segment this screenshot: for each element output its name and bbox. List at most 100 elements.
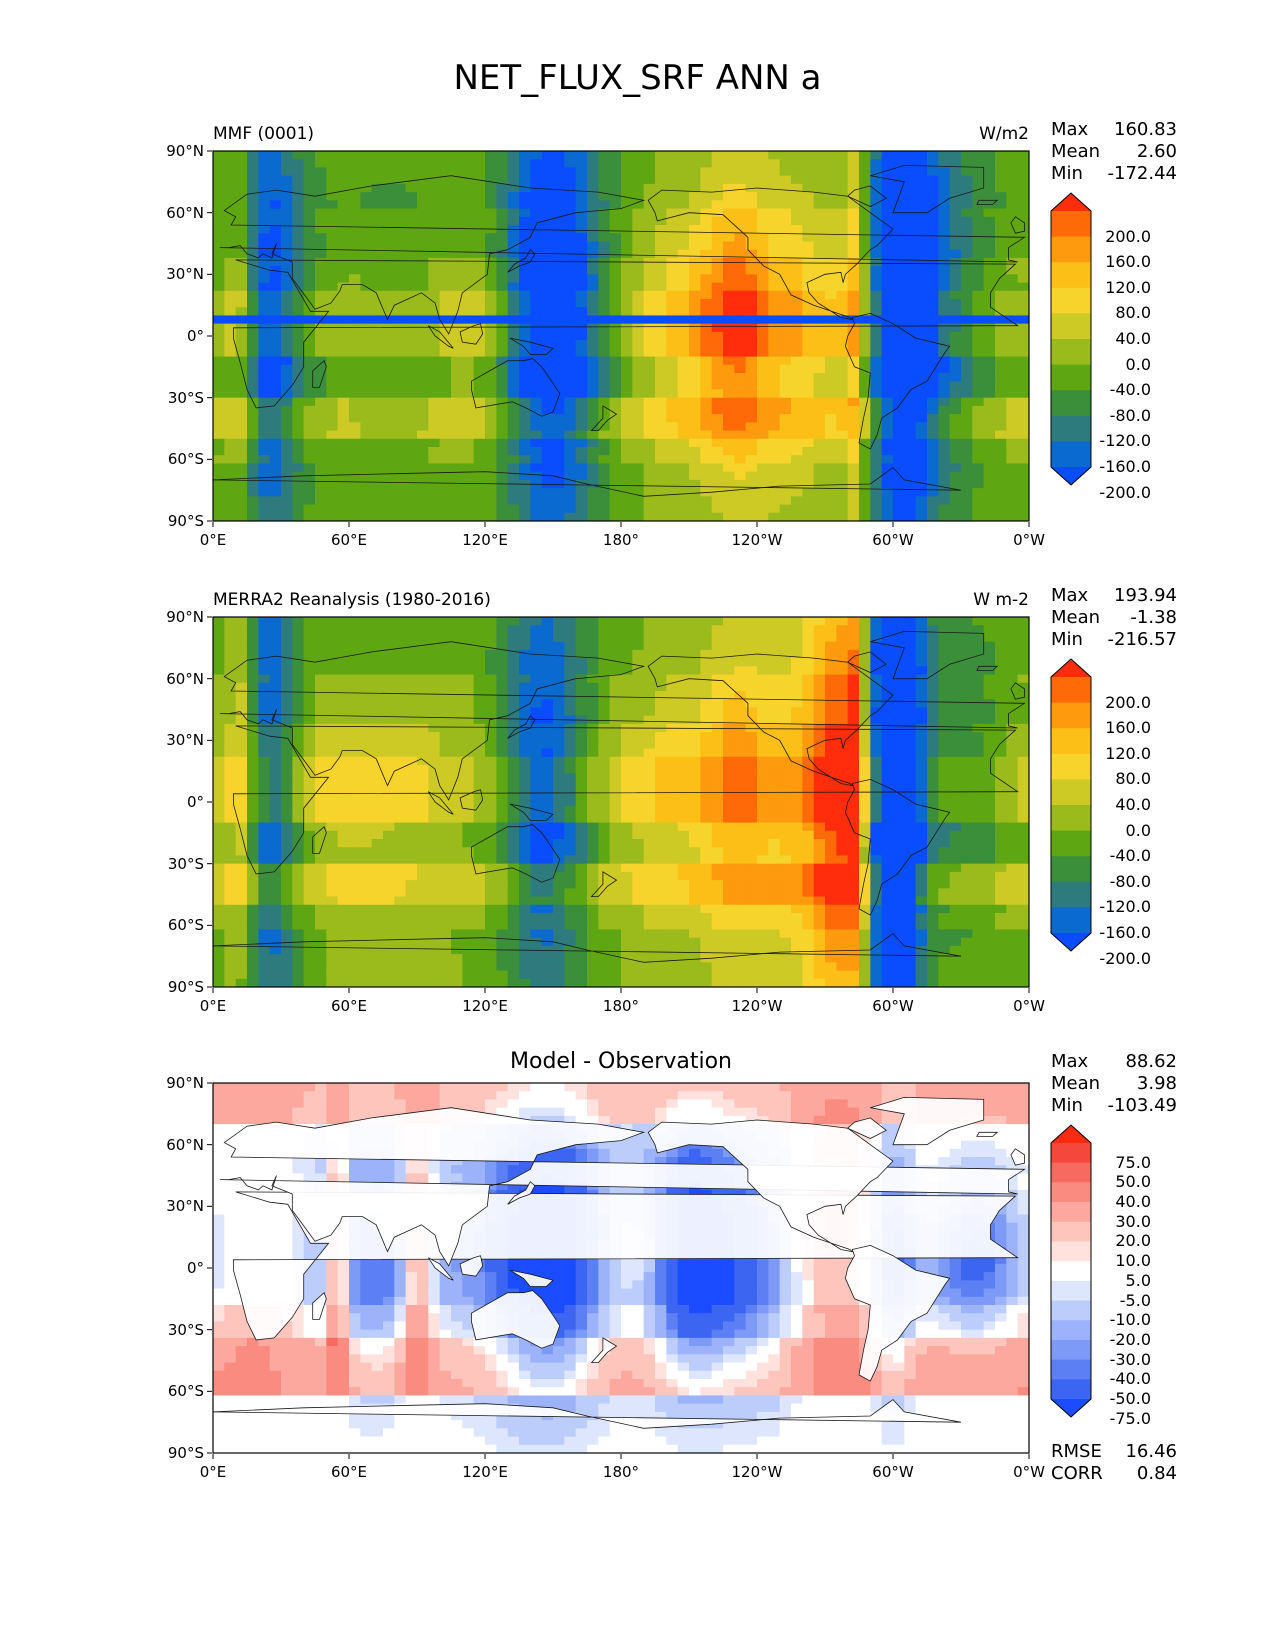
panel-center-title: Model - Observation: [510, 1049, 732, 1074]
stat-value: -103.49: [1107, 1095, 1177, 1116]
stat-label: RMSE: [1051, 1441, 1102, 1462]
colorbar-tick-label: -120.0: [1099, 431, 1151, 451]
lat-tick-label: 90°S: [167, 512, 204, 530]
lon-tick-label: 120°W: [731, 1463, 783, 1481]
lat-tick-label: 0°: [186, 1259, 204, 1277]
coast-australia: [470, 824, 561, 883]
coast-iceland: [976, 665, 999, 671]
stat-value: 16.46: [1125, 1441, 1177, 1462]
lat-tick-label: 90°N: [166, 608, 204, 626]
stat-label: Max: [1051, 1051, 1089, 1072]
colorbar-segment: [1051, 805, 1091, 832]
colorbar-tick-label: -200.0: [1099, 948, 1151, 968]
lat-tick-label: 90°S: [167, 978, 204, 996]
stat-label: Max: [1051, 585, 1089, 606]
colorbar-tick-label: 20.0: [1115, 1231, 1151, 1251]
lat-tick-label: 30°S: [167, 388, 204, 407]
lon-tick-label: 60°W: [872, 531, 914, 549]
coast-africa: [232, 725, 1019, 875]
stat-value: 3.98: [1136, 1073, 1177, 1094]
lat-tick-label: 0°: [186, 327, 204, 345]
stat-label: Mean: [1051, 1073, 1101, 1094]
colorbar-segment: [1051, 1359, 1091, 1380]
lat-tick-label: 60°N: [166, 1135, 204, 1154]
coast-nz: [590, 871, 618, 898]
colorbar-max-extend: [1051, 659, 1091, 677]
lon-tick-label: 0°E: [199, 531, 227, 549]
colorbar-tick-label: -160.0: [1099, 457, 1151, 476]
coastlines: [213, 1096, 1026, 1453]
coast-madagascar: [312, 1292, 327, 1320]
colorbar-outline: [1050, 658, 1092, 952]
lat-tick-label: 30°N: [166, 265, 204, 284]
panel-units: W/m2: [979, 124, 1029, 144]
coast-namerica: [647, 653, 894, 787]
coast-samerica: [844, 1244, 951, 1382]
colorbar-tick-label: 160.0: [1105, 252, 1151, 272]
colorbar-segment: [1051, 779, 1091, 806]
colorbar: [1050, 1124, 1092, 1418]
coast-baffin: [846, 1117, 887, 1139]
colorbar-tick-label: -160.0: [1099, 923, 1151, 942]
coast-japan: [507, 249, 536, 273]
stat-label: Min: [1051, 1095, 1083, 1116]
colorbar-tick-label: -200.0: [1099, 482, 1151, 502]
colorbar-segment: [1051, 1300, 1091, 1321]
lon-tick-label: 0°W: [1013, 997, 1045, 1015]
lon-tick-label: 0°E: [199, 997, 227, 1015]
coast-greenland: [870, 164, 985, 214]
coast-borneo: [459, 789, 484, 811]
colorbar-tick-label: 30.0: [1115, 1211, 1151, 1231]
coastlines: [213, 164, 1026, 521]
coast-greenland: [870, 1096, 985, 1146]
colorbar-tick-label: -10.0: [1109, 1310, 1151, 1330]
colorbar-tick-label: -120.0: [1099, 897, 1151, 917]
colorbar-segment: [1051, 1339, 1091, 1361]
colorbar-tick-label: -40.0: [1109, 846, 1151, 866]
lon-tick-label: 180°: [602, 997, 640, 1015]
colorbar-segment: [1051, 881, 1091, 908]
colorbar-max-extend: [1051, 1125, 1091, 1143]
colorbar-segment: [1051, 1379, 1091, 1400]
colorbar-max-extend: [1051, 193, 1091, 211]
stat-label: Min: [1051, 163, 1083, 184]
colorbar-tick-label: 80.0: [1115, 769, 1151, 789]
lon-tick-label: 60°W: [872, 997, 914, 1015]
coast-nz: [590, 405, 618, 432]
colorbar-segment: [1051, 287, 1091, 314]
coast-greenland: [870, 630, 985, 680]
coast-newguinea: [509, 1269, 554, 1287]
lon-tick-label: 60°W: [872, 1463, 914, 1481]
lon-tick-label: 180°: [602, 1463, 640, 1481]
colorbar-tick-label: 50.0: [1115, 1172, 1151, 1192]
lon-tick-label: 120°W: [731, 997, 783, 1015]
colorbar-tick-label: -80.0: [1109, 405, 1151, 425]
colorbar-segment: [1051, 415, 1091, 442]
colorbar-min-extend: [1051, 933, 1091, 951]
map-difference: [207, 1082, 1030, 1459]
colorbar-segment: [1051, 1320, 1091, 1341]
colorbar-tick-label: 40.0: [1115, 329, 1151, 348]
colorbar-tick-label: 40.0: [1115, 795, 1151, 814]
map-frame: [212, 616, 1030, 988]
colorbar-segment: [1051, 702, 1091, 729]
lat-tick-label: 30°N: [166, 731, 204, 750]
coast-sumatra: [427, 1257, 454, 1281]
colorbar-segment: [1051, 856, 1091, 883]
colorbar-outline: [1050, 1124, 1092, 1418]
coast-africa: [232, 259, 1019, 409]
colorbar-segment: [1051, 1182, 1091, 1203]
coast-britain: [1010, 216, 1025, 234]
coast-sumatra: [427, 791, 454, 815]
colorbar-tick-label: 10.0: [1115, 1251, 1151, 1271]
coast-iceland: [976, 199, 999, 205]
stat-value: 88.62: [1125, 1051, 1177, 1072]
colorbar-tick-label: 80.0: [1115, 303, 1151, 323]
coast-britain: [1010, 682, 1025, 700]
stat-label: Max: [1051, 119, 1089, 140]
colorbar-segment: [1051, 1221, 1091, 1242]
colorbar-tick-label: 160.0: [1105, 718, 1151, 738]
colorbar-segment: [1051, 441, 1091, 468]
map-frame: [212, 1082, 1030, 1454]
colorbar-tick-label: -5.0: [1119, 1290, 1151, 1310]
